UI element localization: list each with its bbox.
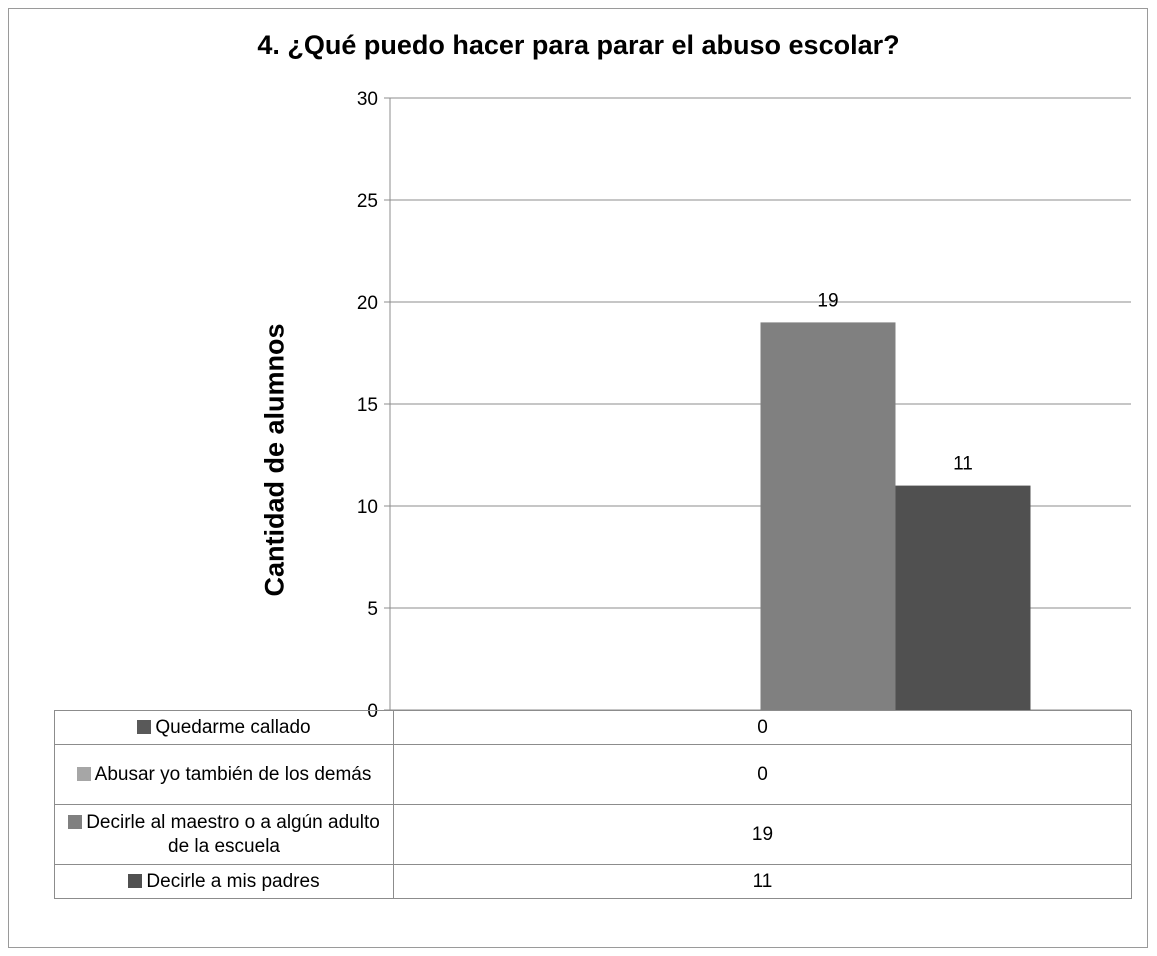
y-tick-label: 25: [357, 191, 378, 212]
data-label: 19: [817, 290, 838, 311]
table-row: Decirle al maestro o a algún adulto de l…: [54, 804, 1132, 865]
legend-swatch: [68, 814, 83, 829]
y-tick-label: 20: [357, 293, 378, 314]
legend-label: Abusar yo también de los demás: [94, 763, 372, 785]
chart-title: 4. ¿Qué puedo hacer para parar el abuso …: [257, 30, 900, 60]
legend-label: Quedarme callado: [155, 716, 311, 738]
table-value: 11: [393, 864, 1132, 899]
data-label: 11: [953, 454, 973, 475]
y-tick-label: 10: [357, 497, 378, 518]
legend-label: Decirle al maestro o a algún adulto de l…: [86, 811, 380, 857]
table-row: Abusar yo también de los demás 0: [54, 744, 1132, 805]
table-row: Decirle a mis padres 11: [54, 864, 1132, 899]
legend-label: Decirle a mis padres: [146, 870, 320, 892]
table-value: 19: [393, 804, 1132, 865]
y-tick-label: 30: [357, 89, 378, 110]
legend-entry: Decirle al maestro o a algún adulto de l…: [54, 804, 394, 865]
legend-entry: Abusar yo también de los demás: [54, 744, 394, 805]
table-value: 0: [393, 710, 1132, 745]
legend-swatch: [76, 766, 91, 781]
bar: [895, 485, 1031, 710]
chart-frame: [8, 8, 1148, 948]
table-row: Quedarme callado 0: [54, 710, 1132, 745]
legend-entry: Quedarme callado: [54, 710, 394, 745]
legend-swatch: [137, 719, 152, 734]
data-table: Quedarme callado 0 Abusar yo también de lo…: [54, 710, 1132, 899]
legend-entry: Decirle a mis padres: [54, 864, 394, 899]
y-tick-label: 5: [367, 599, 378, 620]
bar: [760, 322, 896, 710]
legend-swatch: [128, 873, 143, 888]
table-value: 0: [393, 744, 1132, 805]
y-tick-label: 15: [357, 395, 378, 416]
